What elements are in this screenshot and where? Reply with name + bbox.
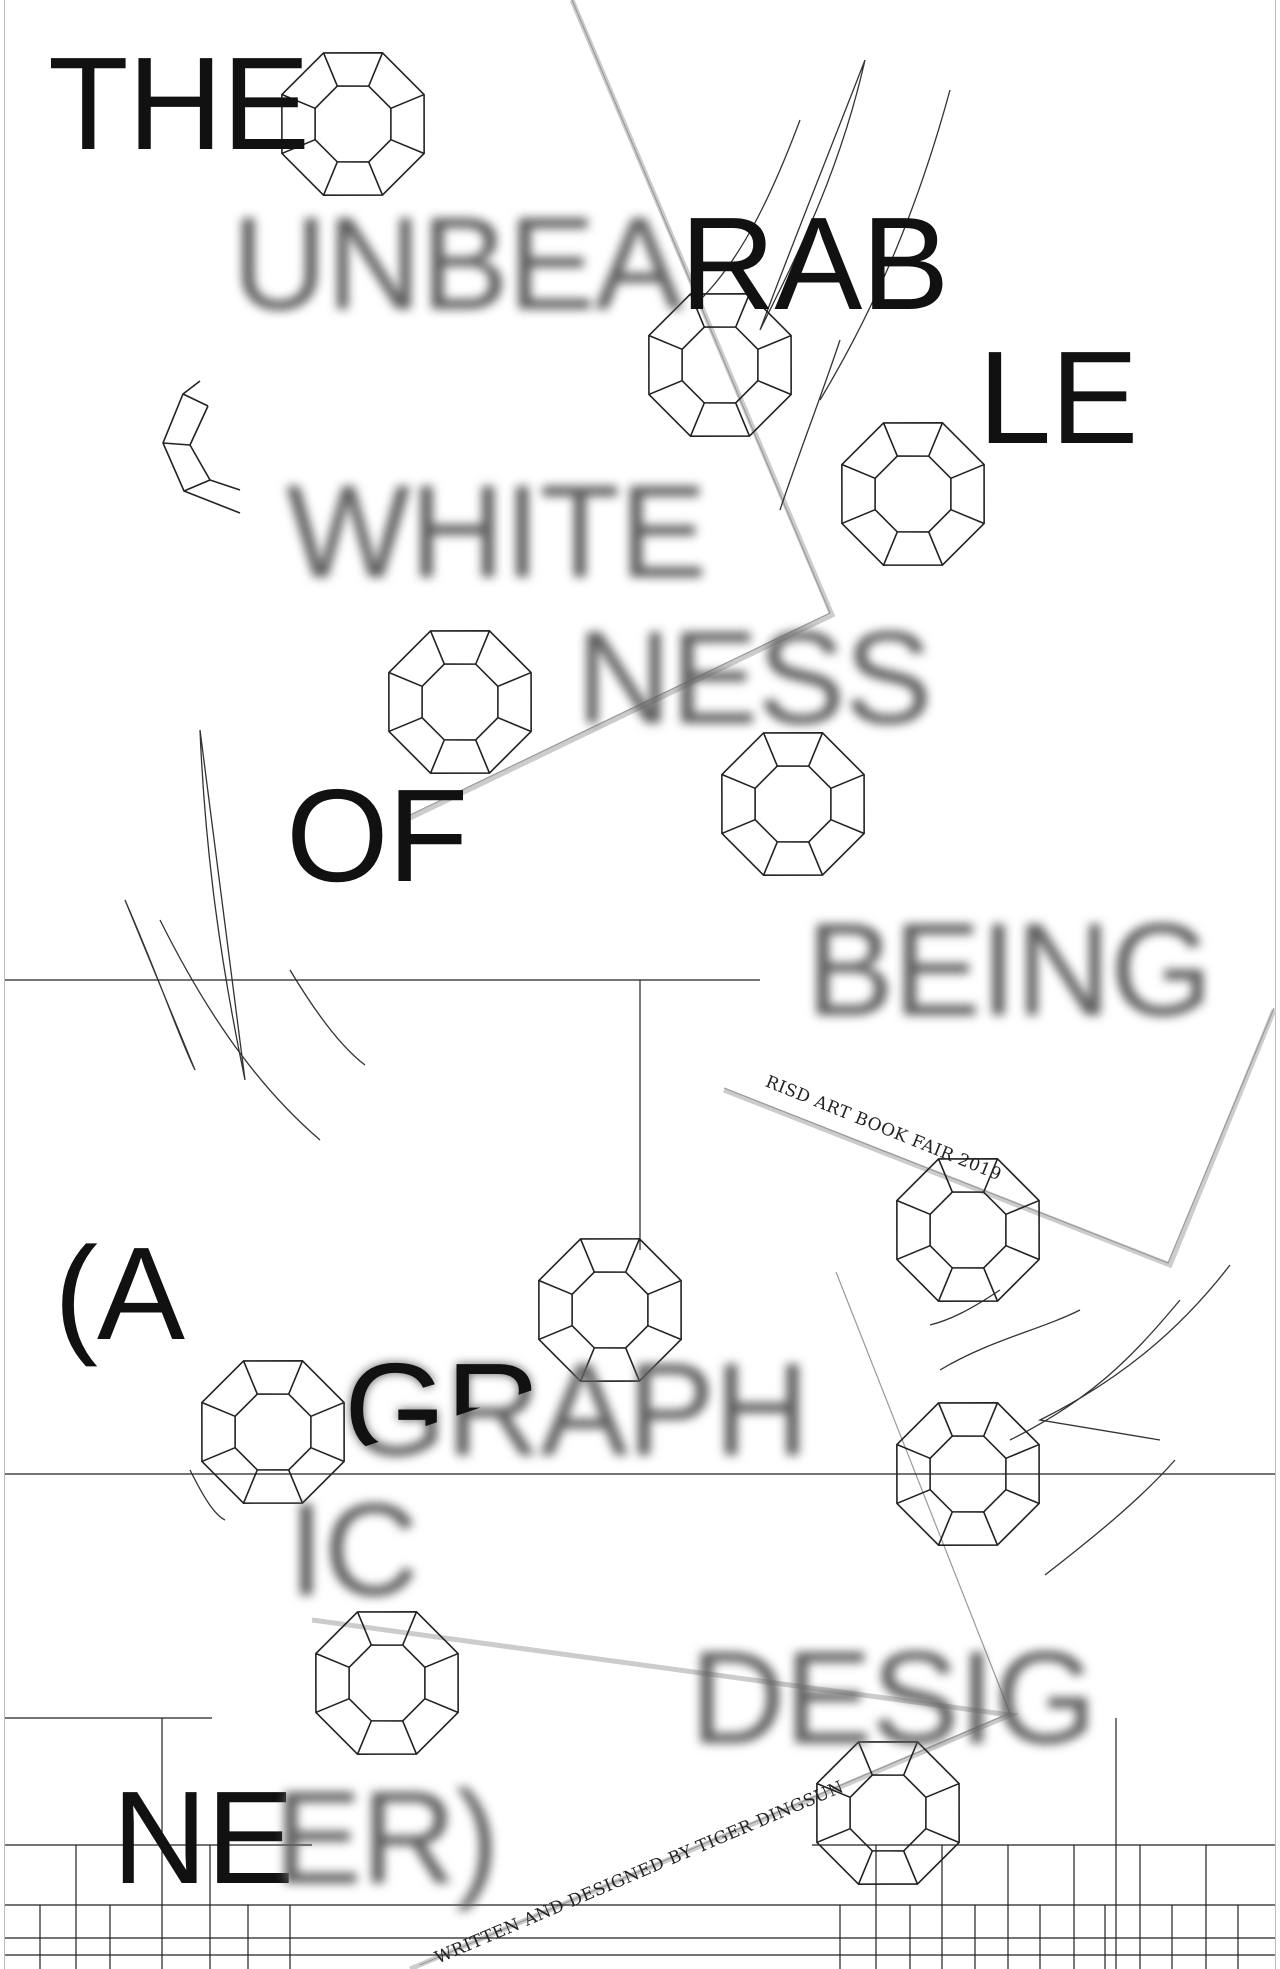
title-word-being: BEING [806,896,1213,1043]
title-word-unbea: UNBEA [232,190,683,337]
title-word-graph: GRAPH [344,1336,809,1483]
poster-left-edge [4,0,5,1969]
title-word-rab: RAB [680,190,949,337]
title-word-ne: NE [112,1764,294,1911]
title-word-le: LE [978,324,1138,471]
title-word-ic: IC [288,1476,419,1623]
paper-sheet-top [407,0,836,821]
title-word-ness: NESS [576,604,932,751]
scribble-lines [124,59,1231,1576]
title-word-open-a: (A [54,1220,185,1367]
title-word-of: OF [286,762,468,909]
paper-sheet-right [723,1007,1277,1269]
grid-lines [5,979,1275,1969]
gem-partial-left [162,380,241,514]
title-word-er: ER) [274,1764,499,1911]
title-word-desig: DESIG [690,1624,1097,1771]
title-word-white: WHITE [286,458,707,605]
poster-right-edge [1275,0,1276,1969]
title-word-the: THE [48,30,310,177]
paper-sheet-bottom [311,1271,1020,1969]
